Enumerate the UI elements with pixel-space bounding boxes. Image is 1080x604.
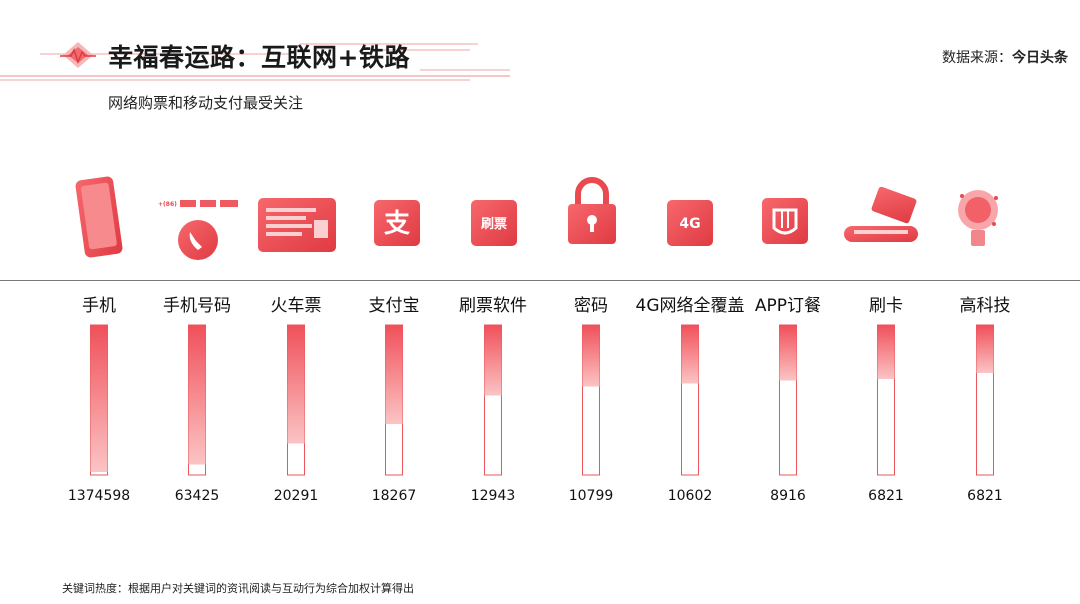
category-label: 高科技 xyxy=(960,296,1011,316)
bar-group: 支付宝 18267 xyxy=(369,296,420,504)
bar-fill xyxy=(484,325,502,396)
value-label: 10602 xyxy=(668,488,713,504)
bar-group: APP订餐 8916 xyxy=(755,296,821,504)
category-label: 4G网络全覆盖 xyxy=(636,296,745,316)
smartphone-icon xyxy=(75,176,123,258)
padlock-icon xyxy=(568,177,616,244)
bar-fill xyxy=(877,325,895,379)
category-label: 手机 xyxy=(82,296,116,316)
train-ticket-icon xyxy=(258,198,336,252)
value-label: 20291 xyxy=(274,488,319,504)
svg-text:+(86): +(86) xyxy=(158,201,177,208)
svg-text:4G: 4G xyxy=(679,216,700,232)
ticket-app-icon: 刷票 xyxy=(471,200,517,246)
source-name: 今日头条 xyxy=(1012,50,1068,66)
title-decoration-lines xyxy=(0,43,510,81)
bar-fill xyxy=(976,325,994,373)
bar-fill xyxy=(681,325,699,384)
category-label: 支付宝 xyxy=(369,296,420,316)
bar-group: 4G网络全覆盖 10602 xyxy=(636,296,745,504)
category-label: 刷票软件 xyxy=(459,296,527,316)
page-subtitle: 网络购票和移动支付最受关注 xyxy=(108,94,304,112)
data-source: 数据来源：今日头条 xyxy=(942,47,1068,67)
category-label: 密码 xyxy=(574,296,608,316)
heartbeat-emblem-icon xyxy=(60,42,96,68)
bars-layer: 手机 1374598 手机号码 63425 火车票 20291 支付宝 18267 刷票软件 12… xyxy=(68,296,1011,504)
bar-group: 手机号码 63425 xyxy=(163,296,231,504)
value-label: 12943 xyxy=(471,488,516,504)
bar-fill xyxy=(582,325,600,387)
bar-group: 高科技 6821 xyxy=(960,296,1011,504)
bar-fill xyxy=(90,325,108,472)
bar-fill xyxy=(188,325,206,465)
divider-line xyxy=(0,280,1080,281)
category-label: APP订餐 xyxy=(755,296,821,316)
value-label: 6821 xyxy=(868,488,904,504)
value-label: 10799 xyxy=(569,488,614,504)
alipay-icon: 支 xyxy=(374,200,420,246)
bar-group: 密码 10799 xyxy=(569,296,614,504)
value-label: 8916 xyxy=(770,488,806,504)
phone-call-icon: +(86) xyxy=(158,200,238,260)
svg-text:支: 支 xyxy=(384,209,410,239)
category-label: 火车票 xyxy=(271,296,322,316)
lightbulb-icon xyxy=(958,190,998,246)
value-label: 1374598 xyxy=(68,488,130,504)
food-app-icon xyxy=(762,198,808,244)
category-label: 手机号码 xyxy=(163,296,231,316)
value-label: 63425 xyxy=(175,488,220,504)
category-label: 刷卡 xyxy=(869,296,903,316)
svg-text:刷票: 刷票 xyxy=(481,216,507,232)
bar-group: 火车票 20291 xyxy=(271,296,322,504)
bar-group: 手机 1374598 xyxy=(68,296,130,504)
4g-network-icon: 4G xyxy=(667,200,713,246)
card-reader-icon xyxy=(844,186,918,242)
bar-fill xyxy=(779,325,797,381)
footnote: 关键词热度：根据用户对关键词的资讯阅读与互动行为综合加权计算得出 xyxy=(62,582,414,595)
bar-group: 刷卡 6821 xyxy=(868,296,904,504)
page-title: 幸福春运路：互联网+铁路 xyxy=(108,43,410,72)
bar-group: 刷票软件 12943 xyxy=(459,296,527,504)
bar-fill xyxy=(385,325,403,424)
source-label: 数据来源： xyxy=(942,50,1012,66)
value-label: 18267 xyxy=(372,488,417,504)
bar-fill xyxy=(287,325,305,444)
value-label: 6821 xyxy=(967,488,1003,504)
